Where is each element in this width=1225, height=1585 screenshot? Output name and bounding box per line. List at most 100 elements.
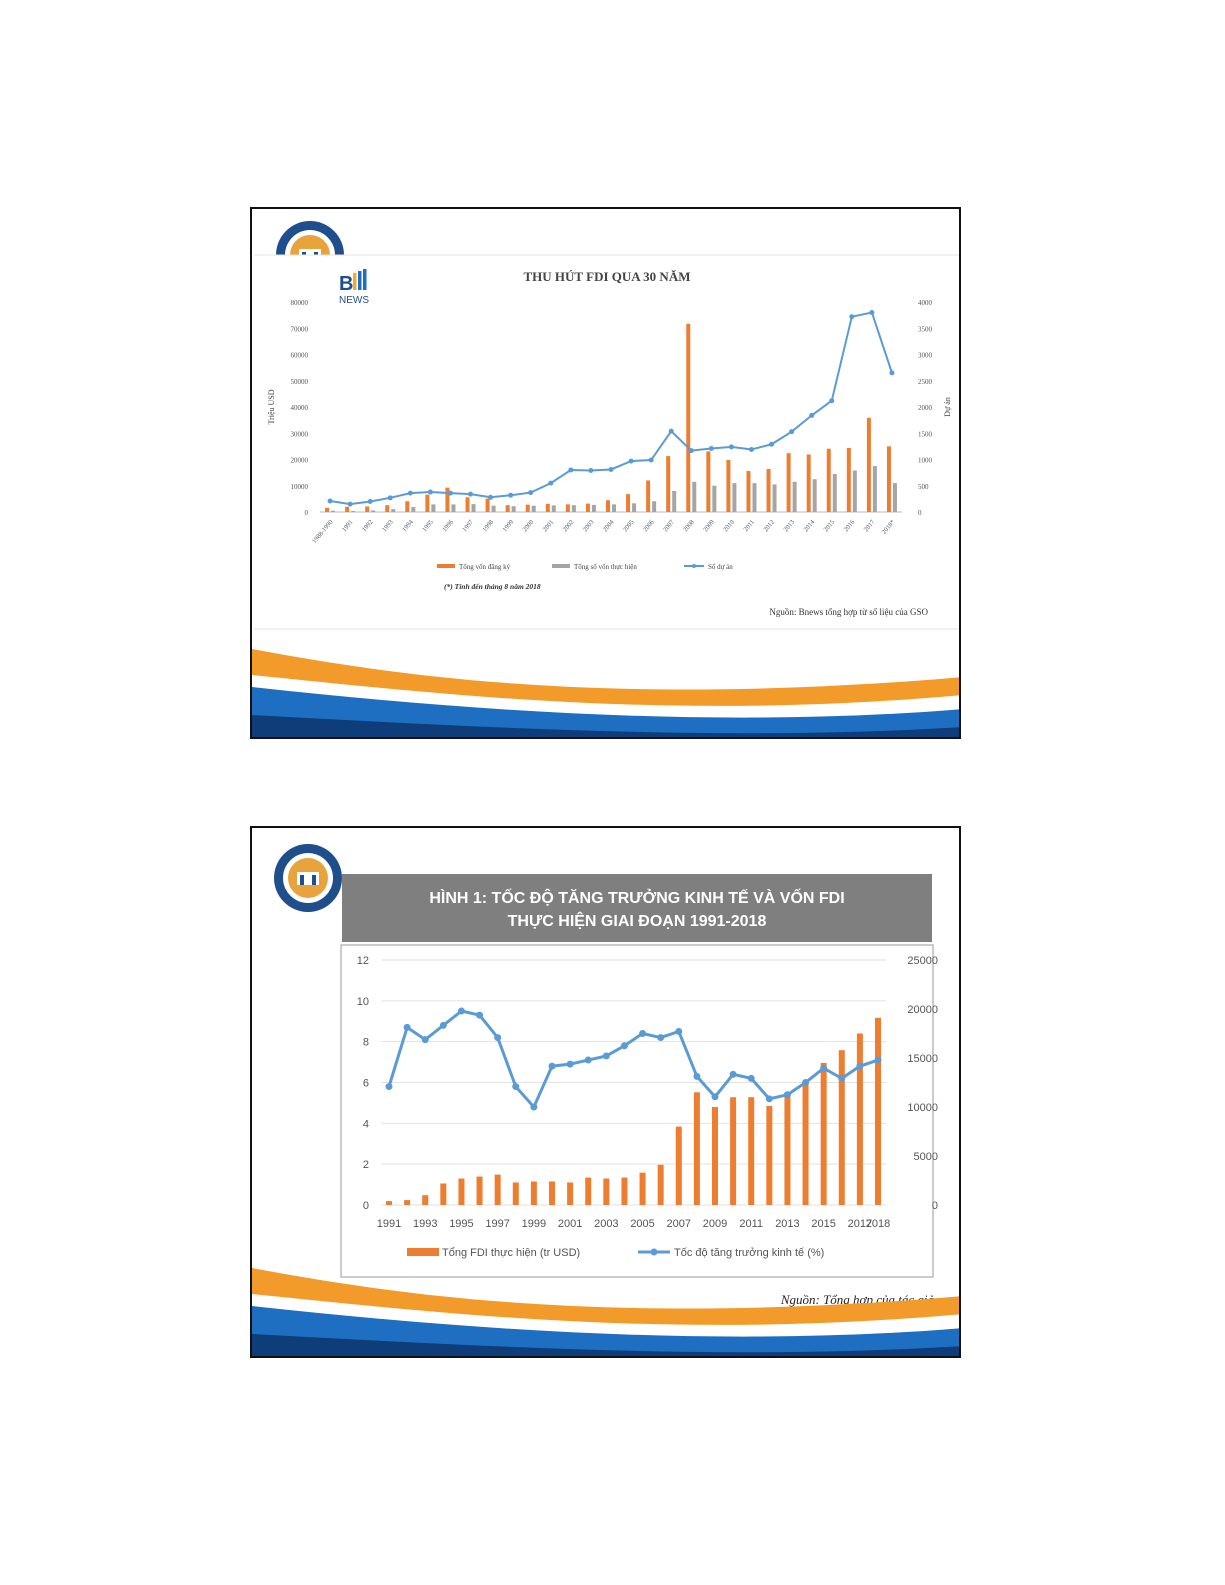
- bar-registered: [445, 487, 450, 512]
- point-growth: [729, 1070, 737, 1078]
- bar-registered: [846, 447, 851, 512]
- bar-fdi-implemented: [784, 1092, 791, 1205]
- point-projects: [628, 458, 634, 464]
- point-growth: [820, 1064, 828, 1072]
- point-projects: [468, 491, 474, 497]
- y2-tick-label: 1500: [918, 430, 933, 438]
- bar-fdi-implemented: [458, 1178, 465, 1205]
- university-seal-icon: [274, 844, 342, 912]
- bar-fdi-implemented: [494, 1174, 501, 1205]
- point-projects: [407, 490, 413, 496]
- y2-tick-label: 500: [918, 483, 929, 491]
- point-growth: [711, 1093, 719, 1101]
- y-tick-label: 2: [363, 1159, 369, 1171]
- point-growth: [874, 1056, 882, 1064]
- y-tick-label: 80000: [291, 299, 309, 307]
- bar-fdi-implemented: [693, 1092, 700, 1205]
- point-projects: [427, 489, 433, 495]
- y-tick-label: 40000: [291, 404, 309, 412]
- y-tick-label: 0: [305, 509, 309, 517]
- line-growth: [387, 1009, 879, 1110]
- bnews-bar: [363, 269, 367, 290]
- y-tick-label: 30000: [291, 430, 309, 438]
- bar-registered: [465, 497, 470, 512]
- x-tick-label: 2015: [811, 1218, 835, 1230]
- point-projects: [688, 448, 694, 454]
- decorative-swoosh: [252, 1268, 959, 1356]
- bar-registered: [325, 507, 330, 512]
- y-tick-label: 70000: [291, 325, 309, 333]
- bnews-bar: [353, 273, 357, 290]
- bar-implemented: [712, 485, 717, 512]
- bar-fdi-implemented: [512, 1182, 519, 1205]
- seal-column-left: [300, 875, 304, 885]
- bar-registered: [585, 503, 590, 512]
- bar-fdi-implemented: [875, 1017, 881, 1205]
- bar-registered: [345, 506, 350, 512]
- y-tick-label: 12: [357, 955, 369, 967]
- bar-fdi-implemented: [730, 1097, 737, 1205]
- bar-implemented: [471, 504, 476, 512]
- chart-source: Nguồn: Bnews tổng hợp từ số liệu của GSO: [769, 607, 928, 617]
- bar-registered: [626, 494, 631, 512]
- y2-tick-label: 10000: [907, 1102, 938, 1114]
- bar-registered: [485, 498, 490, 512]
- legend-label: Tổng số vốn thực hiện: [574, 563, 637, 571]
- point-growth: [802, 1079, 810, 1086]
- y2-tick-label: 15000: [907, 1053, 938, 1065]
- bar-registered: [666, 456, 671, 512]
- bar-fdi-implemented: [621, 1177, 628, 1205]
- slide-growth-fdi: HÌNH 1: TỐC ĐỘ TĂNG TRƯỞNG KINH TẾ VÀ VỐ…: [250, 826, 961, 1358]
- point-projects: [809, 412, 815, 418]
- legend-marker-growth: [650, 1248, 658, 1256]
- y-axis-label: Triệu USD: [267, 389, 276, 424]
- bar-implemented: [672, 491, 677, 512]
- bar-implemented: [752, 483, 757, 512]
- point-projects: [829, 398, 835, 404]
- x-tick-label: 2013: [775, 1218, 799, 1230]
- bar-implemented: [351, 510, 356, 512]
- point-growth: [657, 1034, 665, 1042]
- point-growth: [620, 1042, 628, 1050]
- point-growth: [584, 1056, 592, 1064]
- bar-registered: [365, 506, 370, 512]
- bar-registered: [545, 503, 550, 512]
- bar-fdi-implemented: [657, 1164, 664, 1205]
- y-tick-label: 4: [363, 1118, 369, 1130]
- bar-registered: [565, 504, 570, 512]
- point-projects: [769, 441, 775, 447]
- point-projects: [608, 466, 614, 472]
- point-projects: [668, 428, 674, 434]
- legend-label: Số dự án: [708, 563, 733, 571]
- bar-implemented: [491, 505, 496, 512]
- chart-title-line1: HÌNH 1: TỐC ĐỘ TĂNG TRƯỞNG KINH TẾ VÀ VỐ…: [429, 887, 844, 907]
- legend-swatch: [552, 564, 570, 568]
- seal-column-right: [312, 875, 316, 885]
- x-tick-label: 2007: [667, 1218, 691, 1230]
- bar-registered: [405, 501, 410, 512]
- point-growth: [385, 1083, 393, 1091]
- swoosh-navy: [252, 715, 959, 737]
- point-projects: [508, 492, 514, 498]
- bar-fdi-implemented: [748, 1097, 755, 1205]
- chart-title-line2: THỰC HIỆN GIAI ĐOẠN 1991-2018: [508, 911, 767, 930]
- bar-implemented: [371, 510, 376, 512]
- bar-implemented: [591, 504, 596, 512]
- point-projects: [728, 444, 734, 450]
- bar-fdi-implemented: [404, 1200, 411, 1205]
- bar-implemented: [832, 473, 837, 512]
- swoosh-navy: [252, 1334, 959, 1356]
- bar-fdi-implemented: [549, 1181, 555, 1205]
- bar-fdi-implemented: [603, 1178, 610, 1205]
- bar-implemented: [451, 504, 456, 512]
- bar-registered: [385, 505, 390, 512]
- bar-implemented: [872, 466, 877, 512]
- point-growth: [856, 1062, 864, 1070]
- x-tick-label: 2018: [866, 1218, 890, 1230]
- bar-registered: [505, 505, 510, 512]
- y-tick-label: 60000: [291, 352, 309, 360]
- bar-fdi-implemented: [567, 1182, 574, 1205]
- chart-title: THU HÚT FDI QUA 30 NĂM: [524, 269, 691, 284]
- point-growth: [675, 1027, 683, 1035]
- point-projects: [447, 490, 453, 496]
